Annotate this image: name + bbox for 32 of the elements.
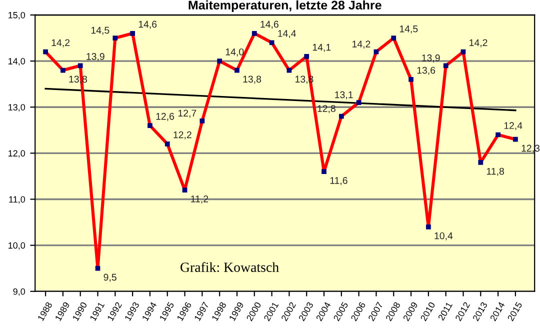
data-label: 13,6 xyxy=(417,66,436,75)
data-label: 11,2 xyxy=(191,195,208,204)
data-label: 14,5 xyxy=(400,26,418,34)
data-label: 12,6 xyxy=(156,112,174,121)
data-label: 14,6 xyxy=(260,20,278,29)
y-tick-label: 10,0 xyxy=(8,242,26,250)
data-label: 14,6 xyxy=(138,20,157,29)
y-tick-label: 9,0 xyxy=(13,288,26,296)
y-tick-label: 12,0 xyxy=(8,150,26,158)
data-label: 14,2 xyxy=(470,39,488,48)
y-tick-label: 14,0 xyxy=(8,58,26,66)
data-label: 14,2 xyxy=(52,39,70,48)
data-label: 14,5 xyxy=(91,26,110,35)
chart-title: Maitemperaturen, letzte 28 Jahre xyxy=(188,0,382,12)
data-label: 12,4 xyxy=(504,122,522,130)
data-label: 14,1 xyxy=(312,44,331,52)
data-label: 13,8 xyxy=(243,76,262,84)
data-label: 11,8 xyxy=(486,168,504,176)
data-label: 12,7 xyxy=(178,110,196,118)
data-label: 14,4 xyxy=(278,30,296,38)
data-label: 13,9 xyxy=(86,53,104,62)
y-tick-label: 13,0 xyxy=(8,104,26,112)
data-label: 11,6 xyxy=(330,177,348,186)
data-label: 9,5 xyxy=(104,274,116,282)
y-tick-label: 11,0 xyxy=(9,196,26,204)
data-label: 10,4 xyxy=(434,232,453,240)
annotation: Grafik: Kowatsch xyxy=(180,262,279,272)
data-label: 13,1 xyxy=(335,91,353,100)
data-label: 14,2 xyxy=(352,40,370,49)
data-label: 14,0 xyxy=(226,48,244,56)
y-tick-label: 15,0 xyxy=(8,12,26,20)
data-label: 12,2 xyxy=(174,131,192,140)
